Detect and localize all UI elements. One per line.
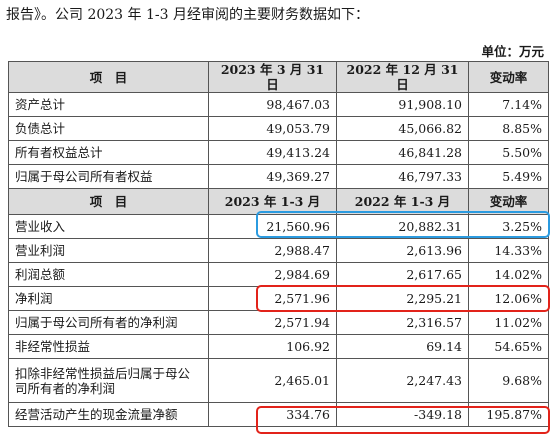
header-cell-period-a: 2023 年 3 月 31 日	[208, 61, 337, 93]
table-row-total-liabilities: 负债总计 49,053.79 45,066.82 8.85%	[8, 116, 549, 141]
row-change-rate: 5.49%	[468, 164, 549, 189]
row-value-b: 69.14	[336, 334, 469, 359]
row-value-b: 45,066.82	[336, 116, 469, 141]
financial-data-table: 项 目 2023 年 3 月 31 日 2022 年 12 月 31 日 变动率…	[8, 61, 549, 427]
row-item-label: 归属于母公司所有者的净利润	[8, 310, 209, 335]
table-row-deducted-net-profit: 扣除非经常性损益后归属于母公司所有者的净利润 2,465.01 2,247.43…	[8, 358, 549, 403]
row-change-rate: 9.68%	[468, 358, 549, 403]
header-cell-period-b: 2022 年 1-3 月	[336, 188, 469, 215]
row-value-a: 2,465.01	[208, 358, 337, 403]
row-change-rate: 5.50%	[468, 140, 549, 165]
row-item-label: 负债总计	[8, 116, 209, 141]
row-item-label: 净利润	[8, 286, 209, 311]
header-cell-item: 项 目	[8, 61, 209, 93]
table-row-operating-profit: 营业利润 2,988.47 2,613.96 14.33%	[8, 238, 549, 263]
row-value-b: 2,316.57	[336, 310, 469, 335]
row-value-a: 98,467.03	[208, 92, 337, 117]
row-change-rate: 8.85%	[468, 116, 549, 141]
row-item-label: 非经常性损益	[8, 334, 209, 359]
row-item-label: 利润总额	[8, 262, 209, 287]
row-item-label: 归属于母公司所有者权益	[8, 164, 209, 189]
row-item-label: 所有者权益总计	[8, 140, 209, 165]
row-value-b: 46,797.33	[336, 164, 469, 189]
row-value-b: 20,882.31	[336, 214, 469, 239]
table-row-non-recurring: 非经常性损益 106.92 69.14 54.65%	[8, 334, 549, 359]
table-row-net-profit: 净利润 2,571.96 2,295.21 12.06%	[8, 286, 549, 311]
row-value-b: 2,295.21	[336, 286, 469, 311]
intro-paragraph: 报告》。公司 2023 年 1-3 月经审阅的主要财务数据如下：	[6, 7, 369, 23]
row-value-a: 2,984.69	[208, 262, 337, 287]
table-row-total-profit: 利润总额 2,984.69 2,617.65 14.02%	[8, 262, 549, 287]
row-item-label: 营业收入	[8, 214, 209, 239]
row-change-rate: 54.65%	[468, 334, 549, 359]
row-item-label: 资产总计	[8, 92, 209, 117]
table-row-operating-cash-flow: 经营活动产生的现金流量净额 334.76 -349.18 195.87%	[8, 402, 549, 427]
table-row-revenue: 营业收入 21,560.96 20,882.31 3.25%	[8, 214, 549, 239]
row-change-rate: 11.02%	[468, 310, 549, 335]
table-row-parent-equity: 归属于母公司所有者权益 49,369.27 46,797.33 5.49%	[8, 164, 549, 189]
row-value-b: -349.18	[336, 402, 469, 427]
unit-label: 单位：万元	[481, 44, 544, 59]
row-value-b: 2,613.96	[336, 238, 469, 263]
row-value-a: 21,560.96	[208, 214, 337, 239]
row-value-b: 2,617.65	[336, 262, 469, 287]
row-change-rate: 3.25%	[468, 214, 549, 239]
table-header-row-income: 项 目 2023 年 1-3 月 2022 年 1-3 月 变动率	[8, 188, 549, 215]
row-item-label: 营业利润	[8, 238, 209, 263]
row-value-b: 2,247.43	[336, 358, 469, 403]
row-value-a: 2,571.96	[208, 286, 337, 311]
row-value-b: 91,908.10	[336, 92, 469, 117]
header-cell-change-rate: 变动率	[468, 188, 549, 215]
header-cell-period-b: 2022 年 12 月 31 日	[336, 61, 469, 93]
table-header-row-balance: 项 目 2023 年 3 月 31 日 2022 年 12 月 31 日 变动率	[8, 61, 549, 93]
header-cell-period-a: 2023 年 1-3 月	[208, 188, 337, 215]
table-row-parent-net-profit: 归属于母公司所有者的净利润 2,571.94 2,316.57 11.02%	[8, 310, 549, 335]
row-change-rate: 195.87%	[468, 402, 549, 427]
table-row-total-equity: 所有者权益总计 49,413.24 46,841.28 5.50%	[8, 140, 549, 165]
row-value-a: 49,413.24	[208, 140, 337, 165]
row-value-a: 49,369.27	[208, 164, 337, 189]
row-change-rate: 12.06%	[468, 286, 549, 311]
row-value-a: 2,988.47	[208, 238, 337, 263]
row-value-b: 46,841.28	[336, 140, 469, 165]
table-row-total-assets: 资产总计 98,467.03 91,908.10 7.14%	[8, 92, 549, 117]
row-value-a: 49,053.79	[208, 116, 337, 141]
row-change-rate: 7.14%	[468, 92, 549, 117]
header-cell-item: 项 目	[8, 188, 209, 215]
row-item-label: 扣除非经常性损益后归属于母公司所有者的净利润	[8, 358, 209, 403]
row-value-a: 334.76	[208, 402, 337, 427]
row-value-a: 106.92	[208, 334, 337, 359]
row-value-a: 2,571.94	[208, 310, 337, 335]
header-cell-change-rate: 变动率	[468, 61, 549, 93]
row-change-rate: 14.02%	[468, 262, 549, 287]
row-item-label: 经营活动产生的现金流量净额	[8, 402, 209, 427]
row-change-rate: 14.33%	[468, 238, 549, 263]
